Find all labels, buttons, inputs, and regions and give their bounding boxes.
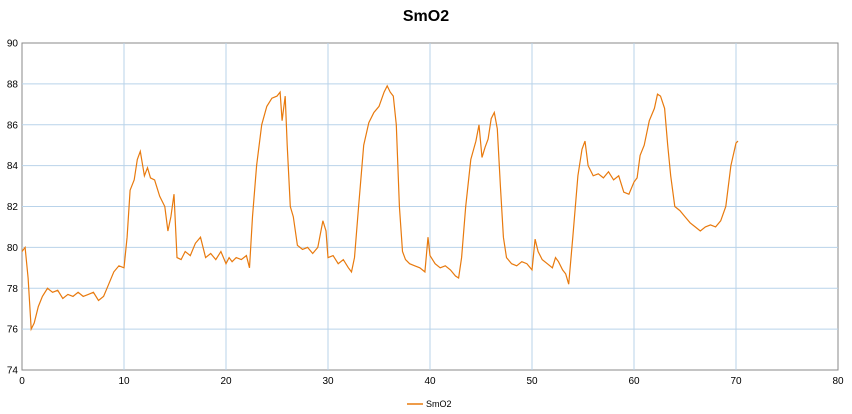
legend: SmO2 [407,399,452,409]
legend-label: SmO2 [426,399,452,409]
x-tick-label: 10 [118,376,130,387]
x-tick-label: 0 [19,376,25,387]
chart-title: SmO2 [402,8,450,25]
y-tick-label: 80 [7,243,19,254]
y-tick-label: 82 [7,202,19,213]
horizontal-gridlines [22,83,838,330]
y-tick-label: 78 [7,284,19,295]
x-tick-label: 50 [526,376,538,387]
y-tick-label: 84 [7,161,19,172]
x-tick-label: 70 [730,376,742,387]
x-axis-tick-labels: 0 10 20 30 40 50 60 70 80 [19,376,844,387]
x-tick-label: 30 [322,376,334,387]
x-tick-label: 40 [424,376,436,387]
y-tick-label: 76 [7,325,19,336]
x-tick-label: 60 [628,376,640,387]
y-axis-tick-labels: 74 76 78 80 82 84 86 88 90 [7,39,19,377]
x-tick-label: 80 [832,376,844,387]
y-tick-label: 74 [7,366,19,377]
series-line-smo2 [21,84,739,332]
y-tick-label: 88 [7,79,19,90]
y-tick-label: 86 [7,120,19,131]
y-tick-label: 90 [7,39,19,50]
x-tick-label: 20 [220,376,232,387]
